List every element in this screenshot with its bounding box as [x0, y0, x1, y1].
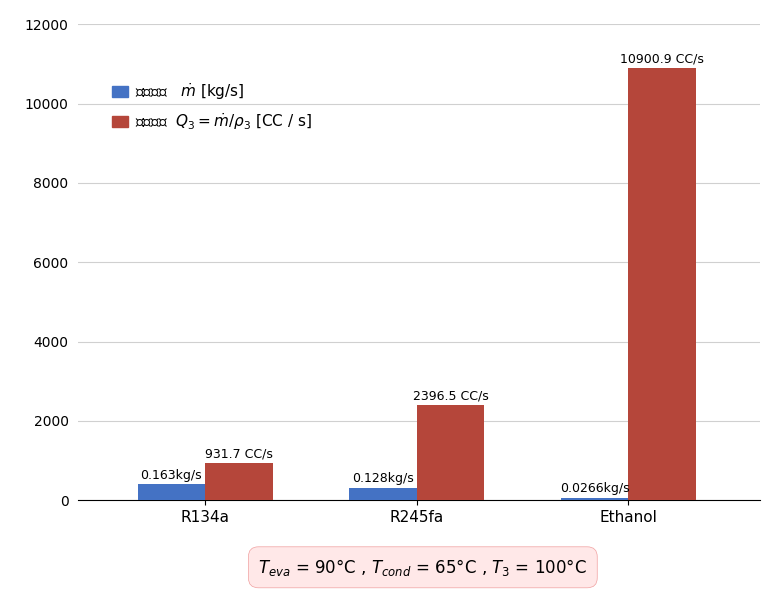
- Legend: 질량유량   $\dot{m}$ [kg/s], 체적유량  $Q_3 = \dot{m}/\rho_3$ [CC / s]: 질량유량 $\dot{m}$ [kg/s], 체적유량 $Q_3 = \dot{…: [106, 75, 319, 138]
- Bar: [561, 498, 628, 500]
- Bar: [349, 487, 417, 500]
- Text: 0.163kg/s: 0.163kg/s: [141, 468, 202, 482]
- Text: $T_{eva}$ = 90°C , $T_{cond}$ = 65°C , $T_3$ = 100°C: $T_{eva}$ = 90°C , $T_{cond}$ = 65°C , $…: [258, 557, 587, 578]
- Text: 931.7 CC/s: 931.7 CC/s: [205, 448, 273, 461]
- Bar: [138, 484, 205, 500]
- Bar: [417, 405, 485, 500]
- Text: 0.128kg/s: 0.128kg/s: [352, 472, 413, 485]
- Text: 0.0266kg/s: 0.0266kg/s: [560, 482, 630, 495]
- Text: 2396.5 CC/s: 2396.5 CC/s: [413, 390, 489, 403]
- Bar: [205, 463, 273, 500]
- Text: 10900.9 CC/s: 10900.9 CC/s: [620, 52, 704, 66]
- Bar: [628, 68, 696, 500]
